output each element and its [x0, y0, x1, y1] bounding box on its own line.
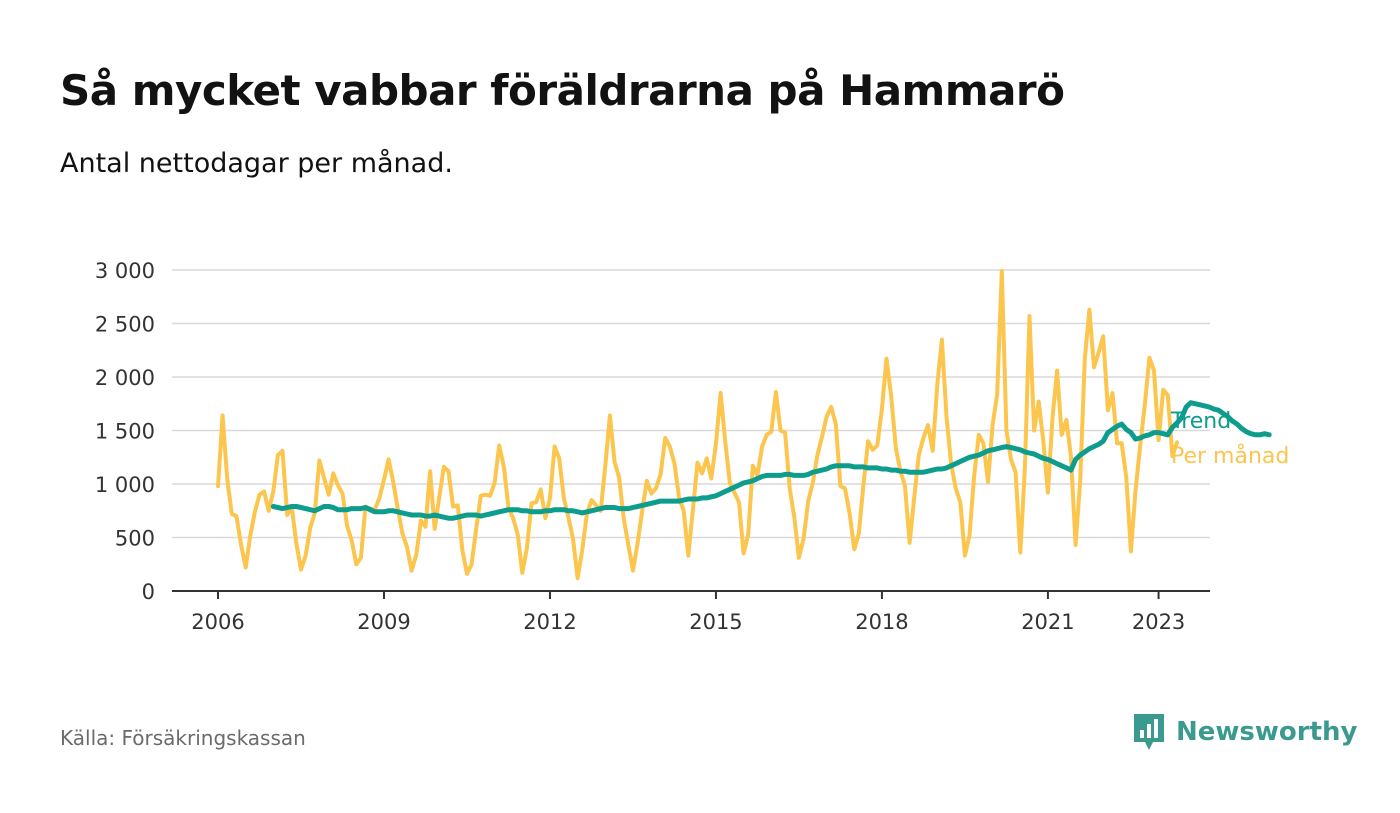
x-tick-label: 2021 — [1021, 610, 1074, 634]
source-note: Källa: Försäkringskassan — [60, 726, 306, 750]
series-lines — [216, 269, 1272, 581]
x-tick-label: 2009 — [357, 610, 410, 634]
series-label-trend: Trend — [1170, 409, 1231, 434]
series-labels: Per månad Trend — [1170, 409, 1289, 469]
brand-logo: Newsworthy — [1132, 712, 1357, 752]
x-tick-label: 2018 — [855, 610, 908, 634]
x-tick-label: 2015 — [689, 610, 742, 634]
x-tick-label: 2006 — [191, 610, 244, 634]
y-tick-label: 2 000 — [95, 366, 155, 390]
chart-title: Så mycket vabbar föräldrarna på Hammarö — [60, 66, 1065, 115]
y-tick-label: 3 000 — [95, 259, 155, 283]
series-line-per-manad — [216, 269, 1179, 581]
bar-chart-badge-icon — [1134, 714, 1164, 750]
y-tick-label: 2 500 — [95, 313, 155, 337]
series-line-trend — [270, 400, 1272, 521]
x-tick-label: 2023 — [1132, 610, 1185, 634]
x-axis: 2006 2009 2012 2015 2018 2021 2023 — [172, 590, 1210, 634]
y-tick-label: 1 500 — [95, 420, 155, 444]
y-tick-label: 500 — [115, 527, 155, 551]
brand-name: Newsworthy — [1176, 717, 1358, 747]
y-tick-label: 0 — [142, 580, 155, 604]
y-tick-label: 1 000 — [95, 473, 155, 497]
series-label-per-manad: Per månad — [1171, 443, 1289, 469]
x-tick-label: 2012 — [523, 610, 576, 634]
y-axis: 0 500 1 000 1 500 2 000 2 500 3 000 — [95, 259, 155, 604]
chart-subtitle: Antal nettodagar per månad. — [60, 148, 453, 179]
